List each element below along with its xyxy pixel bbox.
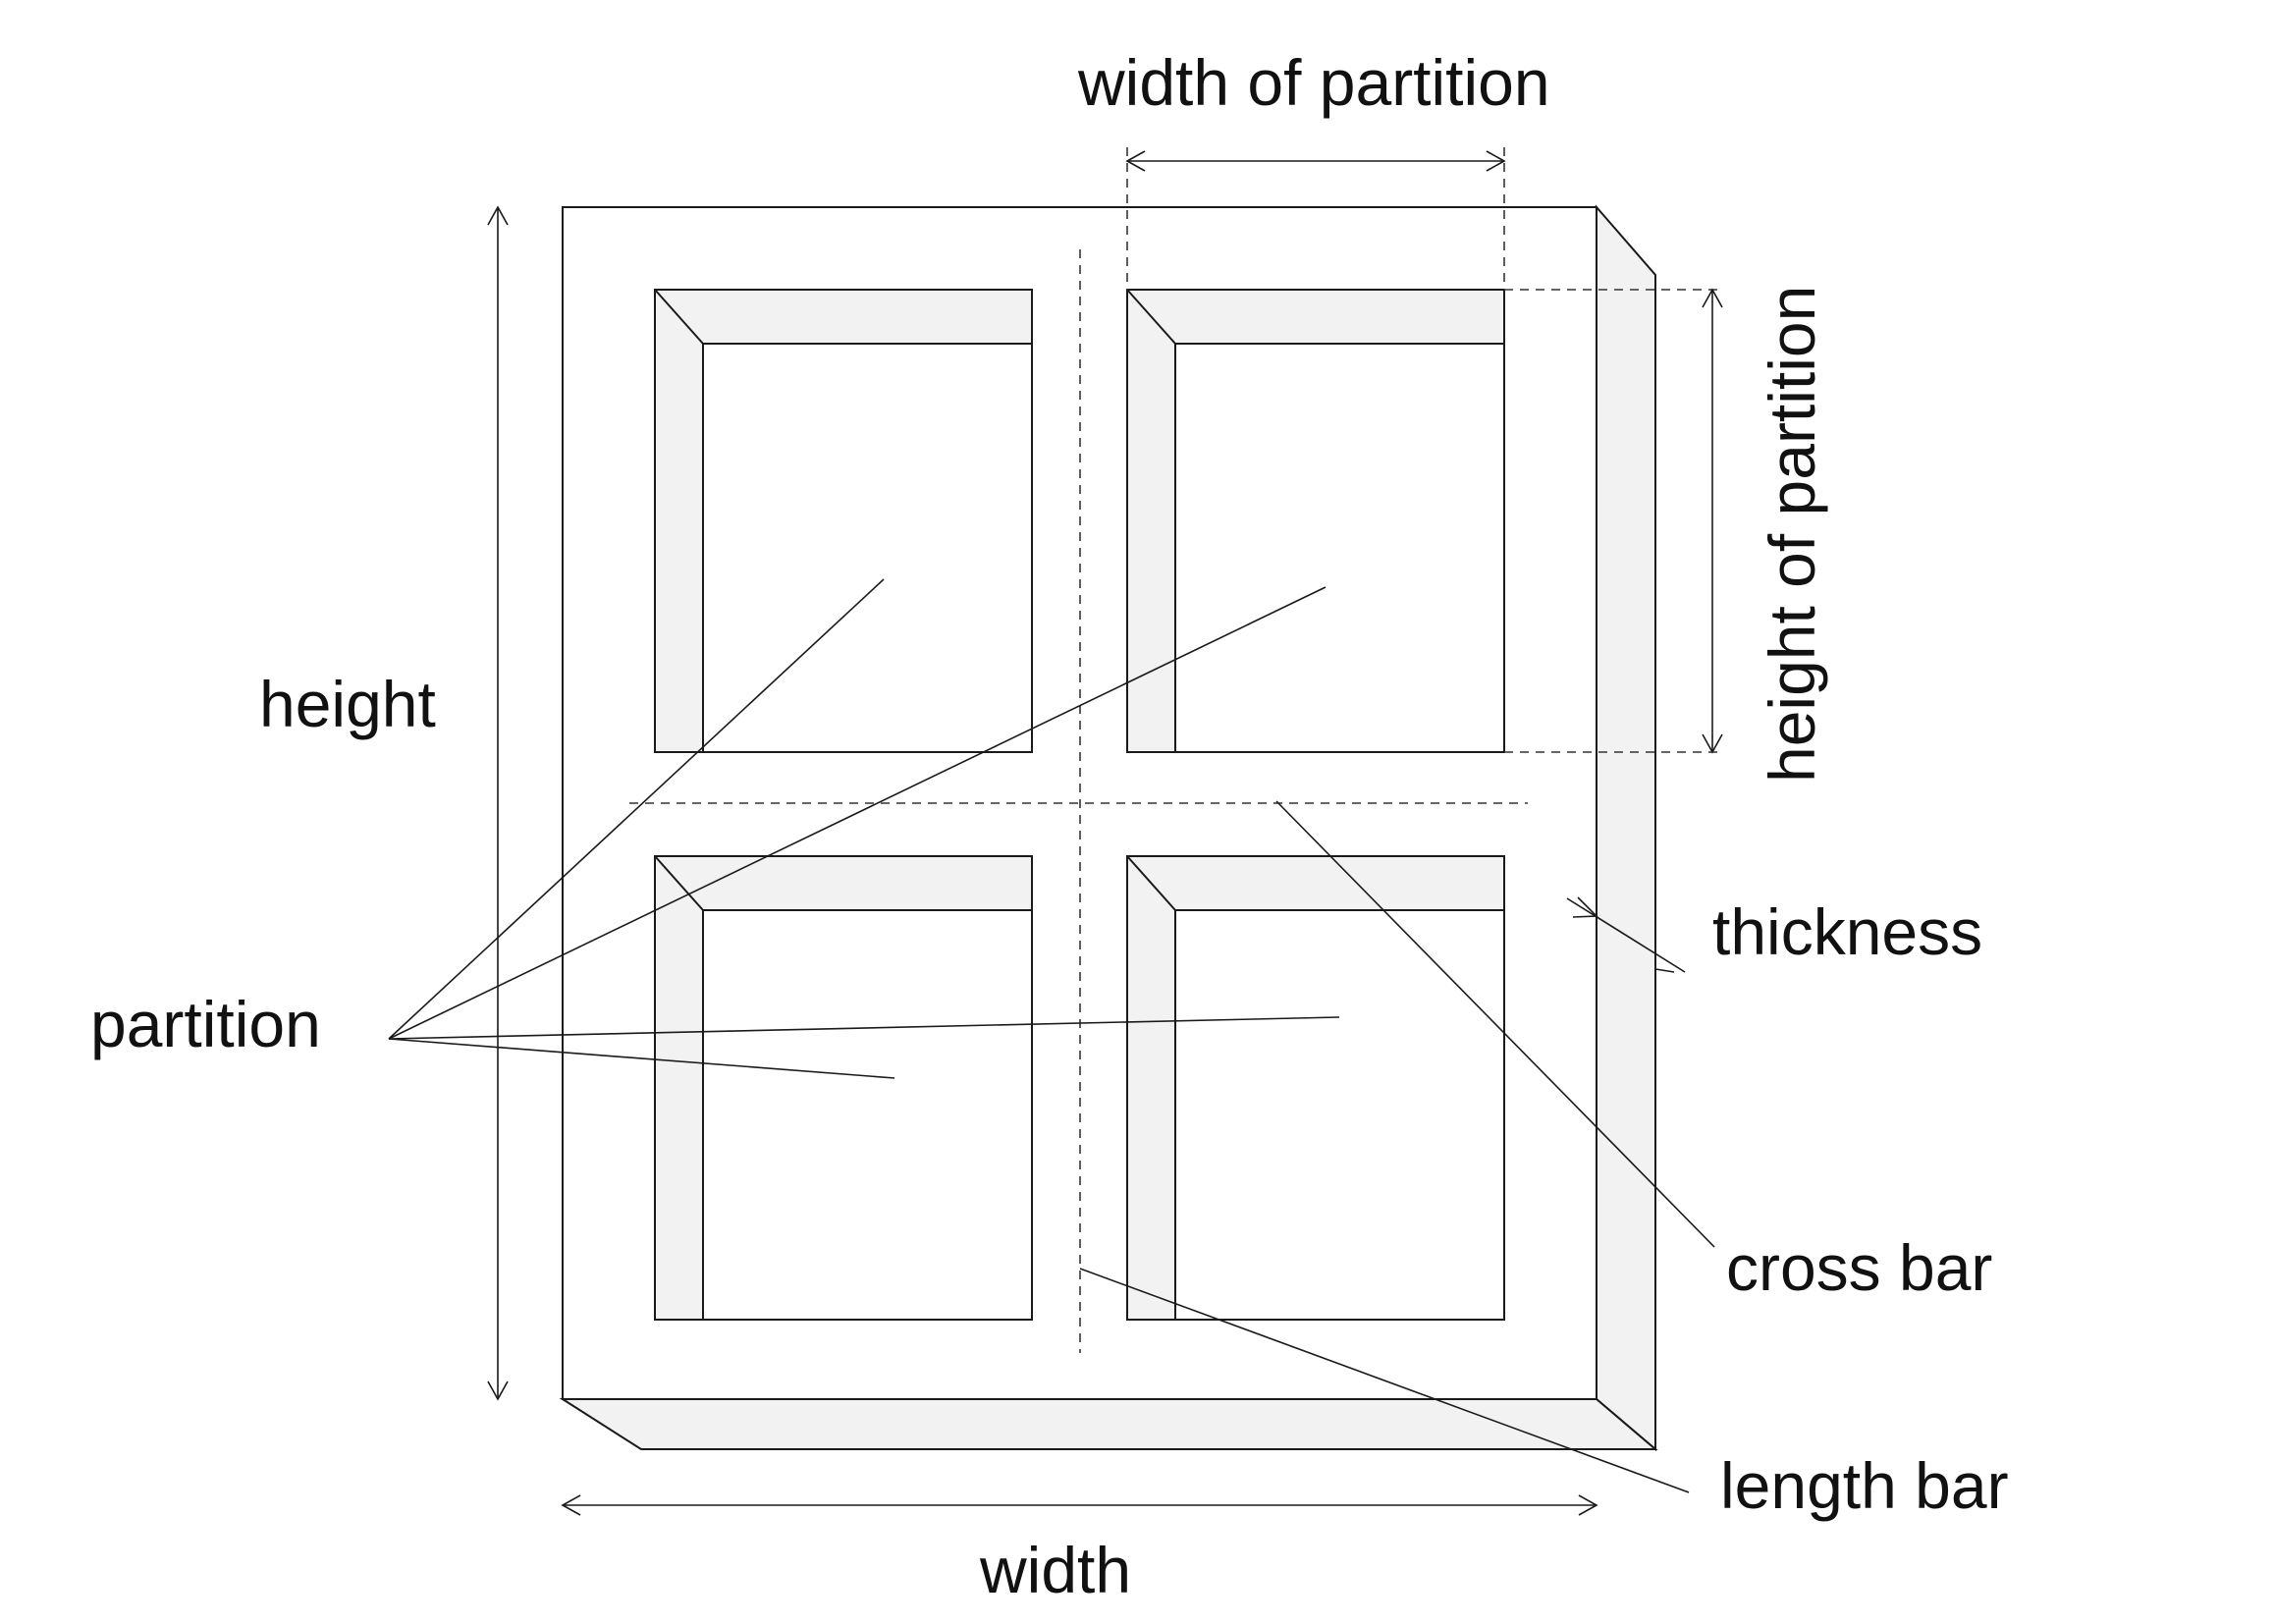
width-of-partition-dimension bbox=[1125, 147, 1506, 290]
length-bar-label: length bar bbox=[1720, 1449, 2009, 1522]
partition-bottom-right bbox=[1126, 855, 1505, 1321]
length-bar-leader bbox=[1079, 1268, 1690, 1493]
height-dimension bbox=[487, 205, 509, 1401]
width-label: width bbox=[979, 1534, 1131, 1606]
height-of-partition-label: height of partition bbox=[1756, 286, 1828, 783]
height-label: height bbox=[259, 668, 436, 740]
partition-top-left bbox=[654, 289, 1033, 753]
cross-bar-leader bbox=[1275, 800, 1715, 1248]
partition-bottom-left bbox=[654, 855, 1033, 1321]
cross-bar-label: cross bar bbox=[1726, 1231, 1992, 1304]
width-dimension bbox=[561, 1494, 1598, 1516]
partition-leaders bbox=[388, 578, 1340, 1079]
frame-right-side-face bbox=[1596, 204, 1656, 1452]
height-of-partition-dimension bbox=[1504, 288, 1724, 754]
frame-bottom-face bbox=[559, 1398, 1658, 1450]
partition-label: partition bbox=[90, 988, 321, 1060]
partition-top-right bbox=[1126, 289, 1505, 753]
thickness-label: thickness bbox=[1712, 895, 1982, 968]
thickness-dimension bbox=[1566, 896, 1686, 973]
width-of-partition-label: width of partition bbox=[1077, 46, 1550, 119]
